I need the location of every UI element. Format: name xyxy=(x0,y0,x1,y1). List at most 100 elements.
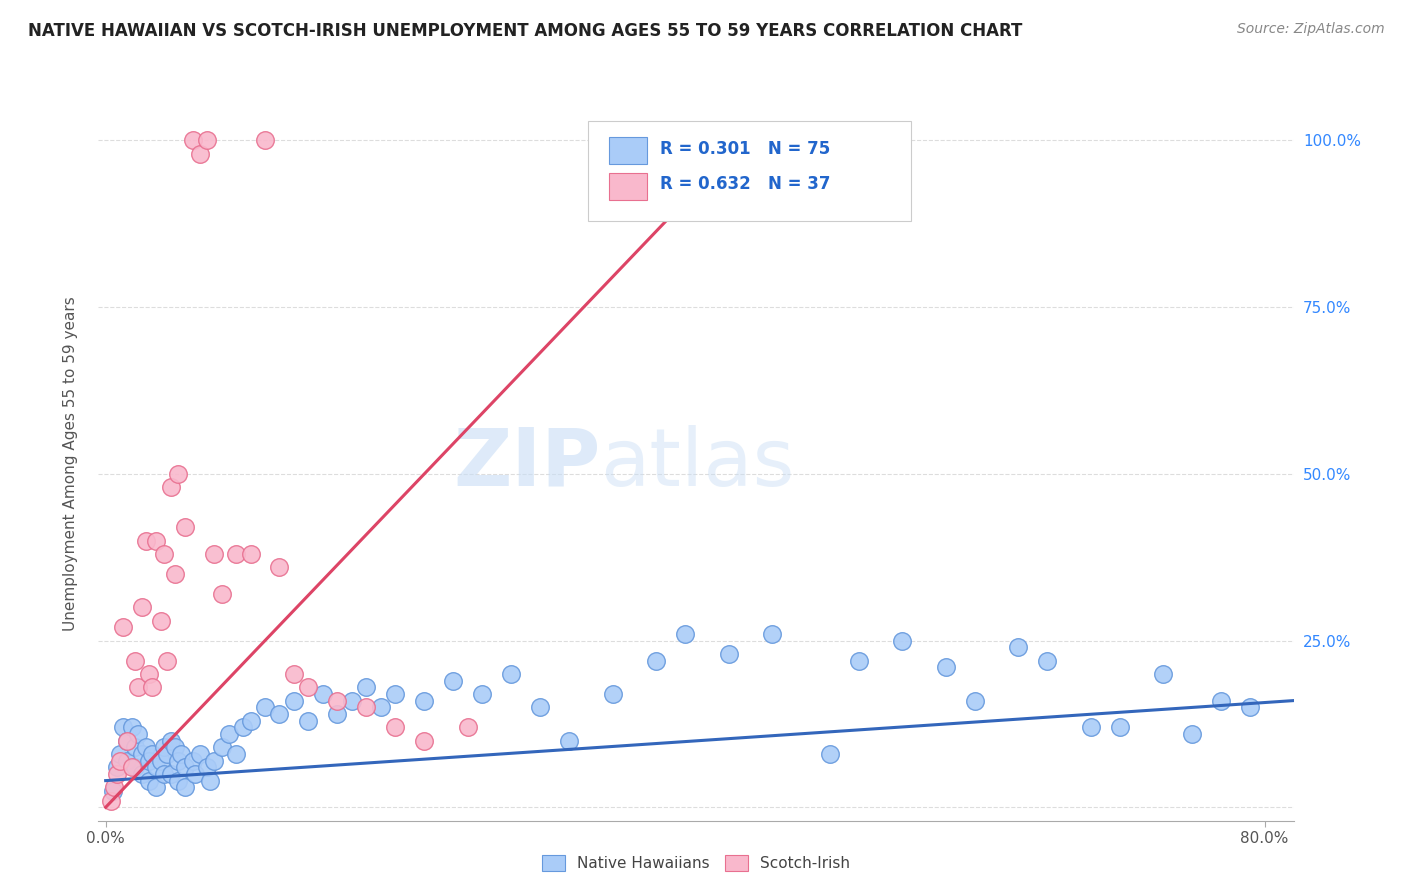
Point xyxy=(239,714,262,728)
Point xyxy=(149,754,172,768)
Point xyxy=(717,647,740,661)
Point xyxy=(160,767,183,781)
Point xyxy=(160,733,183,747)
Point xyxy=(673,627,696,641)
FancyBboxPatch shape xyxy=(588,121,911,221)
Point xyxy=(195,133,218,147)
Point xyxy=(1181,727,1204,741)
Point xyxy=(141,747,163,761)
Text: ZIP: ZIP xyxy=(453,425,600,503)
Text: NATIVE HAWAIIAN VS SCOTCH-IRISH UNEMPLOYMENT AMONG AGES 55 TO 59 YEARS CORRELATI: NATIVE HAWAIIAN VS SCOTCH-IRISH UNEMPLOY… xyxy=(28,22,1022,40)
Point xyxy=(131,767,153,781)
Point xyxy=(471,687,494,701)
Point xyxy=(340,693,363,707)
Point xyxy=(645,654,668,668)
Point xyxy=(167,754,190,768)
Point xyxy=(124,740,146,755)
Point xyxy=(138,754,160,768)
Point xyxy=(101,783,124,797)
FancyBboxPatch shape xyxy=(609,137,647,164)
Point xyxy=(198,773,221,788)
Point xyxy=(108,747,131,761)
Point xyxy=(253,133,276,147)
Point xyxy=(239,547,262,561)
Point xyxy=(152,740,174,755)
Point xyxy=(312,687,335,701)
Point xyxy=(202,754,225,768)
Y-axis label: Unemployment Among Ages 55 to 59 years: Unemployment Among Ages 55 to 59 years xyxy=(63,296,77,632)
Point xyxy=(1239,700,1261,714)
Legend: Native Hawaiians, Scotch-Irish: Native Hawaiians, Scotch-Irish xyxy=(536,849,856,877)
Point xyxy=(441,673,464,688)
Point xyxy=(105,760,128,774)
Point xyxy=(131,747,153,761)
Point xyxy=(384,687,406,701)
Point xyxy=(184,767,207,781)
Point xyxy=(297,680,319,694)
Point xyxy=(127,680,149,694)
Point xyxy=(145,780,167,795)
Text: R = 0.301   N = 75: R = 0.301 N = 75 xyxy=(661,140,831,158)
Point xyxy=(1152,667,1174,681)
Point xyxy=(188,747,211,761)
Point xyxy=(181,133,204,147)
Point xyxy=(370,700,392,714)
Point xyxy=(135,533,157,548)
Point xyxy=(1108,720,1130,734)
Point xyxy=(155,747,177,761)
Point xyxy=(174,760,197,774)
Point xyxy=(112,620,135,634)
Point xyxy=(181,754,204,768)
Point xyxy=(121,760,143,774)
Point xyxy=(269,560,291,574)
Point xyxy=(1209,693,1232,707)
Point xyxy=(211,740,233,755)
Point xyxy=(149,614,172,628)
Point xyxy=(413,733,436,747)
Point xyxy=(152,767,174,781)
Point xyxy=(103,780,125,795)
Text: Source: ZipAtlas.com: Source: ZipAtlas.com xyxy=(1237,22,1385,37)
Point xyxy=(529,700,551,714)
Point xyxy=(152,547,174,561)
Point xyxy=(124,654,146,668)
Point xyxy=(253,700,276,714)
Point xyxy=(283,693,305,707)
Point xyxy=(117,733,139,747)
Point xyxy=(269,706,291,721)
Point xyxy=(105,767,128,781)
Point xyxy=(165,740,187,755)
Point xyxy=(174,520,197,534)
Point xyxy=(117,733,139,747)
Point xyxy=(202,547,225,561)
Point xyxy=(326,706,349,721)
Point xyxy=(195,760,218,774)
Point xyxy=(384,720,406,734)
Point xyxy=(891,633,914,648)
Point xyxy=(413,693,436,707)
Point xyxy=(160,480,183,494)
Point xyxy=(232,720,254,734)
Point xyxy=(124,760,146,774)
Point xyxy=(127,727,149,741)
Point xyxy=(283,667,305,681)
Point xyxy=(848,654,870,668)
Point xyxy=(218,727,240,741)
FancyBboxPatch shape xyxy=(609,173,647,200)
Point xyxy=(170,747,193,761)
Point xyxy=(108,754,131,768)
Point xyxy=(121,720,143,734)
Point xyxy=(1036,654,1059,668)
Point xyxy=(145,533,167,548)
Point xyxy=(174,780,197,795)
Point xyxy=(135,740,157,755)
Point xyxy=(225,747,247,761)
Point xyxy=(188,146,211,161)
Point xyxy=(155,654,177,668)
Point xyxy=(167,467,190,481)
Text: R = 0.632   N = 37: R = 0.632 N = 37 xyxy=(661,175,831,193)
Point xyxy=(1007,640,1029,655)
Point xyxy=(1080,720,1102,734)
Point xyxy=(131,600,153,615)
Point xyxy=(501,667,523,681)
